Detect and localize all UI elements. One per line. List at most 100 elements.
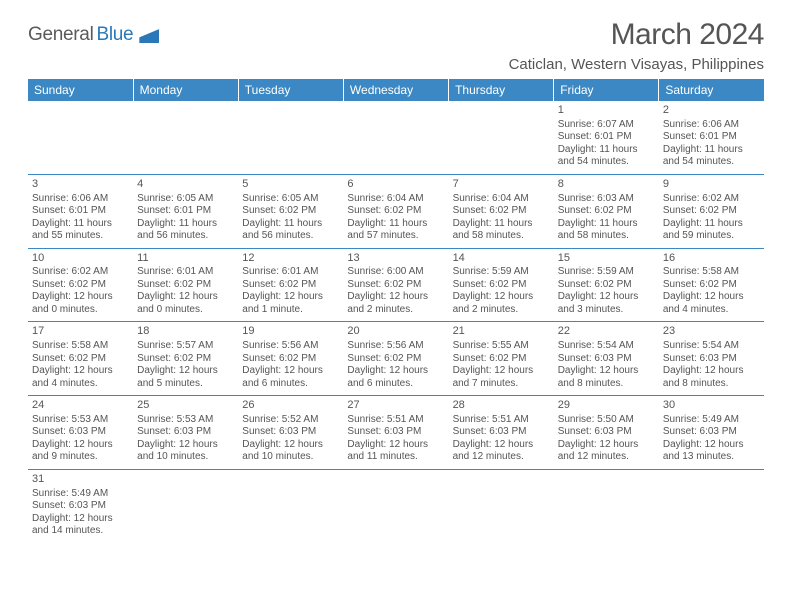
calendar-week: 31Sunrise: 5:49 AMSunset: 6:03 PMDayligh… (28, 469, 764, 542)
calendar-empty-cell (449, 101, 554, 174)
sunset-text: Sunset: 6:01 PM (558, 131, 655, 144)
sunset-text: Sunset: 6:03 PM (347, 426, 444, 439)
day-number: 1 (558, 104, 655, 118)
sunrise-text: Sunrise: 5:55 AM (453, 340, 550, 353)
daylight-text: Daylight: 11 hours (663, 218, 760, 231)
calendar-day-cell: 26Sunrise: 5:52 AMSunset: 6:03 PMDayligh… (238, 396, 343, 470)
calendar-day-cell: 19Sunrise: 5:56 AMSunset: 6:02 PMDayligh… (238, 322, 343, 396)
day-number: 8 (558, 178, 655, 192)
calendar-day-cell: 14Sunrise: 5:59 AMSunset: 6:02 PMDayligh… (449, 248, 554, 322)
daylight-text: and 54 minutes. (558, 156, 655, 169)
daylight-text: and 0 minutes. (137, 304, 234, 317)
daylight-text: Daylight: 11 hours (558, 218, 655, 231)
calendar-day-cell: 21Sunrise: 5:55 AMSunset: 6:02 PMDayligh… (449, 322, 554, 396)
daylight-text: Daylight: 11 hours (558, 144, 655, 157)
sunrise-text: Sunrise: 6:01 AM (242, 266, 339, 279)
daylight-text: Daylight: 11 hours (137, 218, 234, 231)
day-number: 24 (32, 399, 129, 413)
day-number: 25 (137, 399, 234, 413)
calendar-day-cell: 3Sunrise: 6:06 AMSunset: 6:01 PMDaylight… (28, 174, 133, 248)
sunset-text: Sunset: 6:02 PM (347, 279, 444, 292)
day-number: 3 (32, 178, 129, 192)
day-number: 12 (242, 252, 339, 266)
daylight-text: and 2 minutes. (347, 304, 444, 317)
sunrise-text: Sunrise: 5:56 AM (242, 340, 339, 353)
daylight-text: and 4 minutes. (663, 304, 760, 317)
sunset-text: Sunset: 6:02 PM (347, 205, 444, 218)
sunset-text: Sunset: 6:02 PM (347, 353, 444, 366)
calendar-empty-cell (133, 101, 238, 174)
daylight-text: and 54 minutes. (663, 156, 760, 169)
day-number: 22 (558, 325, 655, 339)
sunset-text: Sunset: 6:01 PM (32, 205, 129, 218)
sunrise-text: Sunrise: 5:58 AM (663, 266, 760, 279)
sunrise-text: Sunrise: 6:00 AM (347, 266, 444, 279)
sunset-text: Sunset: 6:03 PM (558, 353, 655, 366)
calendar-day-cell: 22Sunrise: 5:54 AMSunset: 6:03 PMDayligh… (554, 322, 659, 396)
sunrise-text: Sunrise: 5:59 AM (558, 266, 655, 279)
sunset-text: Sunset: 6:02 PM (32, 353, 129, 366)
weekday-header: Monday (133, 79, 238, 101)
calendar-day-cell: 8Sunrise: 6:03 AMSunset: 6:02 PMDaylight… (554, 174, 659, 248)
daylight-text: Daylight: 11 hours (663, 144, 760, 157)
sunrise-text: Sunrise: 6:02 AM (32, 266, 129, 279)
daylight-text: Daylight: 12 hours (137, 365, 234, 378)
daylight-text: and 59 minutes. (663, 230, 760, 243)
day-number: 13 (347, 252, 444, 266)
day-number: 23 (663, 325, 760, 339)
sunset-text: Sunset: 6:01 PM (663, 131, 760, 144)
daylight-text: and 56 minutes. (242, 230, 339, 243)
day-number: 21 (453, 325, 550, 339)
day-number: 29 (558, 399, 655, 413)
daylight-text: and 11 minutes. (347, 451, 444, 464)
calendar-day-cell: 28Sunrise: 5:51 AMSunset: 6:03 PMDayligh… (449, 396, 554, 470)
day-number: 9 (663, 178, 760, 192)
calendar-day-cell: 2Sunrise: 6:06 AMSunset: 6:01 PMDaylight… (659, 101, 764, 174)
sunset-text: Sunset: 6:02 PM (663, 279, 760, 292)
day-number: 2 (663, 104, 760, 118)
location-subtitle: Caticlan, Western Visayas, Philippines (509, 56, 764, 73)
calendar-day-cell: 11Sunrise: 6:01 AMSunset: 6:02 PMDayligh… (133, 248, 238, 322)
sunrise-text: Sunrise: 6:05 AM (242, 193, 339, 206)
sunset-text: Sunset: 6:03 PM (663, 426, 760, 439)
sunrise-text: Sunrise: 6:04 AM (453, 193, 550, 206)
calendar-week: 17Sunrise: 5:58 AMSunset: 6:02 PMDayligh… (28, 322, 764, 396)
daylight-text: Daylight: 12 hours (347, 365, 444, 378)
calendar-day-cell: 7Sunrise: 6:04 AMSunset: 6:02 PMDaylight… (449, 174, 554, 248)
day-number: 19 (242, 325, 339, 339)
daylight-text: and 1 minute. (242, 304, 339, 317)
daylight-text: Daylight: 12 hours (347, 291, 444, 304)
daylight-text: Daylight: 12 hours (32, 513, 129, 526)
weekday-header: Tuesday (238, 79, 343, 101)
daylight-text: Daylight: 12 hours (663, 291, 760, 304)
daylight-text: Daylight: 12 hours (32, 439, 129, 452)
daylight-text: Daylight: 12 hours (558, 365, 655, 378)
sunrise-text: Sunrise: 5:49 AM (663, 414, 760, 427)
day-number: 4 (137, 178, 234, 192)
calendar-empty-cell (659, 469, 764, 542)
sunset-text: Sunset: 6:02 PM (558, 205, 655, 218)
day-number: 16 (663, 252, 760, 266)
weekday-header: Sunday (28, 79, 133, 101)
daylight-text: and 6 minutes. (347, 378, 444, 391)
daylight-text: and 14 minutes. (32, 525, 129, 538)
calendar-day-cell: 12Sunrise: 6:01 AMSunset: 6:02 PMDayligh… (238, 248, 343, 322)
daylight-text: Daylight: 12 hours (558, 291, 655, 304)
sunrise-text: Sunrise: 6:07 AM (558, 119, 655, 132)
day-number: 26 (242, 399, 339, 413)
daylight-text: Daylight: 12 hours (242, 291, 339, 304)
daylight-text: and 58 minutes. (558, 230, 655, 243)
daylight-text: and 12 minutes. (453, 451, 550, 464)
calendar-day-cell: 4Sunrise: 6:05 AMSunset: 6:01 PMDaylight… (133, 174, 238, 248)
daylight-text: Daylight: 12 hours (137, 291, 234, 304)
sunset-text: Sunset: 6:02 PM (558, 279, 655, 292)
daylight-text: Daylight: 12 hours (663, 365, 760, 378)
sunset-text: Sunset: 6:03 PM (32, 500, 129, 513)
daylight-text: Daylight: 12 hours (663, 439, 760, 452)
sunrise-text: Sunrise: 6:03 AM (558, 193, 655, 206)
sunrise-text: Sunrise: 5:58 AM (32, 340, 129, 353)
day-number: 15 (558, 252, 655, 266)
calendar-body: 1Sunrise: 6:07 AMSunset: 6:01 PMDaylight… (28, 101, 764, 543)
day-number: 6 (347, 178, 444, 192)
day-number: 27 (347, 399, 444, 413)
